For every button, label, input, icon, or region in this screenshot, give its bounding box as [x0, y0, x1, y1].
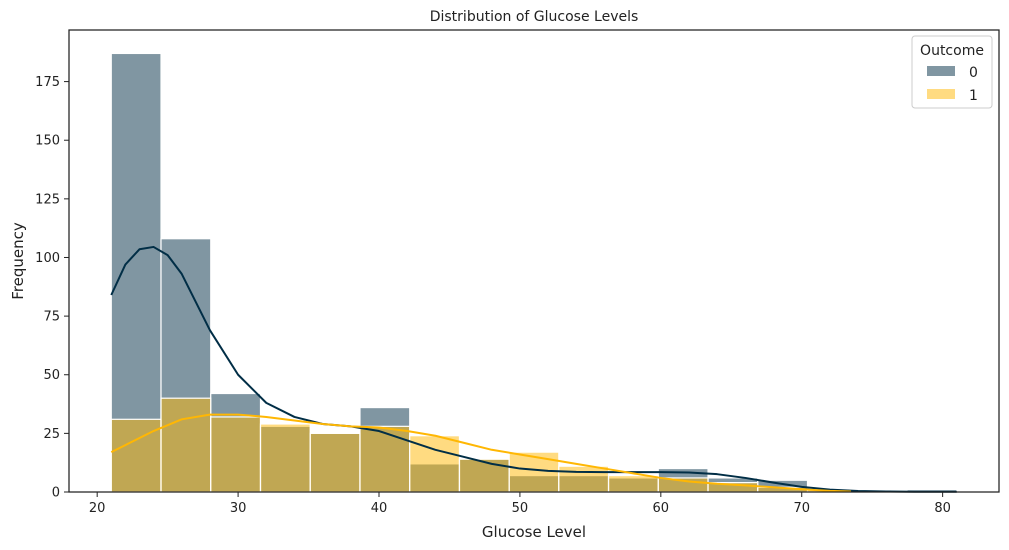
bar-outcome-1-bin-1	[160, 397, 212, 493]
kde-line-outcome-0	[110, 245, 957, 493]
y-tick-label: 75	[43, 310, 60, 325]
kde-line-outcome-1	[110, 413, 852, 493]
legend-swatch-0	[927, 66, 955, 76]
bar-outcome-1-bin-10	[607, 474, 659, 493]
y-tick-label: 25	[43, 427, 60, 442]
bar-outcome-1-bin-4	[309, 432, 361, 493]
bar-outcome-1-bin-5	[359, 425, 411, 493]
bar-outcome-1-bin-6	[409, 435, 461, 493]
legend-title: Outcome	[920, 43, 984, 59]
x-axis-ticks: 20 30 40 50 60 70 80	[89, 492, 951, 516]
legend-label-0: 0	[969, 65, 978, 81]
bar-outcome-1-bin-7	[458, 458, 510, 493]
x-tick-label: 20	[89, 501, 106, 516]
y-tick-label: 100	[35, 251, 60, 266]
bar-outcome-1-bin-0	[110, 418, 162, 493]
bar-outcome-1-bin-3	[259, 423, 311, 493]
bar-outcome-1-bin-8	[508, 451, 560, 493]
y-tick-label: 150	[35, 134, 60, 149]
legend-swatch-1	[927, 89, 955, 99]
plot-frame	[68, 29, 1000, 493]
x-axis-title: Glucose Level	[482, 523, 586, 541]
y-tick-label: 0	[52, 486, 60, 501]
y-axis-title: Frequency	[9, 222, 27, 300]
legend: Outcome 0 1	[911, 35, 993, 109]
y-tick-label: 50	[43, 368, 60, 383]
bars-layer	[110, 52, 958, 493]
x-tick-label: 60	[653, 501, 670, 516]
legend-label-1: 1	[969, 88, 978, 104]
x-tick-label: 40	[371, 501, 388, 516]
bar-outcome-1-bin-9	[558, 465, 610, 493]
kde-layer	[110, 245, 957, 493]
x-tick-label: 30	[230, 501, 247, 516]
x-tick-label: 70	[793, 501, 810, 516]
y-tick-label: 125	[35, 192, 60, 207]
x-tick-label: 80	[934, 501, 951, 516]
x-tick-label: 50	[512, 501, 529, 516]
y-axis-ticks: 0 25 50 75 100 125 150 175	[35, 75, 69, 501]
chart-title: Distribution of Glucose Levels	[430, 9, 639, 25]
y-tick-label: 175	[35, 75, 60, 90]
bar-outcome-1-bin-2	[210, 416, 262, 493]
